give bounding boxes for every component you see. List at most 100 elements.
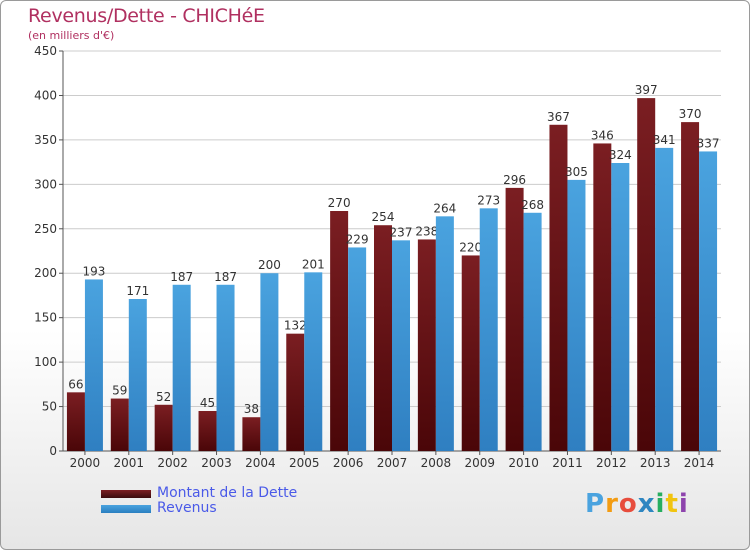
legend-label-dette: Montant de la Dette <box>157 485 298 501</box>
logo-letter: o <box>618 489 638 519</box>
data-label-dette: 270 <box>328 196 351 210</box>
x-tick-label: 2007 <box>377 456 408 470</box>
x-tick-label: 2010 <box>508 456 539 470</box>
data-label-revenus: 229 <box>346 232 369 246</box>
y-tick-label: 150 <box>34 311 57 325</box>
chart-title: Revenus/Dette - CHICHéE <box>28 5 265 27</box>
bar-dette <box>110 398 129 451</box>
data-label-revenus: 193 <box>82 264 105 278</box>
x-tick-label: 2014 <box>684 456 715 470</box>
bar-dette <box>637 98 656 451</box>
data-label-revenus: 268 <box>521 198 544 212</box>
x-tick-label: 2012 <box>596 456 627 470</box>
x-tick-label: 2003 <box>201 456 232 470</box>
bar-revenus <box>699 151 718 451</box>
logo-letter: r <box>605 489 619 519</box>
bar-revenus <box>479 208 498 451</box>
bar-revenus <box>611 163 630 451</box>
bar-revenus <box>655 147 674 451</box>
x-tick-label: 2001 <box>114 456 145 470</box>
data-label-revenus: 237 <box>390 225 413 239</box>
chart-subtitle: (en milliers d'€) <box>28 29 115 42</box>
y-tick-label: 450 <box>34 44 57 58</box>
x-tick-label: 2000 <box>70 456 101 470</box>
data-label-dette: 132 <box>284 319 307 333</box>
bar-dette <box>505 187 524 451</box>
y-tick-label: 350 <box>34 133 57 147</box>
x-tick-label: 2006 <box>333 456 364 470</box>
y-tick-label: 50 <box>42 400 57 414</box>
x-tick-label: 2005 <box>289 456 320 470</box>
data-label-dette: 397 <box>635 83 658 97</box>
data-label-dette: 45 <box>200 396 215 410</box>
bar-dette <box>66 392 85 451</box>
bar-dette <box>593 143 612 451</box>
legend-label-revenus: Revenus <box>157 500 217 516</box>
data-label-dette: 296 <box>503 173 526 187</box>
x-tick-label: 2004 <box>245 456 276 470</box>
logo-letter: P <box>585 489 606 519</box>
logo-letter: t <box>665 489 679 519</box>
x-tick-label: 2013 <box>640 456 671 470</box>
data-label-revenus: 171 <box>126 284 149 298</box>
logo-letter: i <box>655 489 666 519</box>
proxiti-logo: Proxiti <box>585 489 689 519</box>
bar-dette <box>374 225 392 451</box>
data-label-dette: 367 <box>547 110 570 124</box>
bar-dette <box>154 404 173 451</box>
y-tick-label: 250 <box>34 222 57 236</box>
bar-revenus <box>216 284 235 451</box>
logo-letter: x <box>637 489 656 519</box>
data-label-dette: 59 <box>112 384 127 398</box>
data-label-dette: 346 <box>591 128 614 142</box>
data-label-revenus: 264 <box>433 201 456 215</box>
bar-revenus <box>435 216 454 451</box>
bar-revenus <box>392 240 410 451</box>
bar-revenus <box>128 299 147 451</box>
y-tick-label: 400 <box>34 88 57 102</box>
bar-dette <box>242 417 261 451</box>
bar-dette <box>461 255 480 451</box>
bar-dette <box>417 239 436 451</box>
bar-revenus <box>523 212 542 451</box>
bar-dette <box>549 124 568 452</box>
data-label-dette: 254 <box>372 210 395 224</box>
data-label-revenus: 200 <box>258 258 281 272</box>
data-label-dette: 66 <box>68 377 83 391</box>
data-label-dette: 238 <box>415 224 438 238</box>
data-label-dette: 370 <box>679 107 702 121</box>
data-label-revenus: 273 <box>477 193 500 207</box>
bar-revenus <box>84 279 103 451</box>
data-label-revenus: 341 <box>653 133 676 147</box>
y-tick-label: 300 <box>34 177 57 191</box>
bar-revenus <box>348 247 367 451</box>
legend-swatch-revenus <box>101 505 151 513</box>
bar-dette <box>681 122 700 451</box>
data-label-revenus: 337 <box>697 136 720 150</box>
data-label-dette: 220 <box>459 240 482 254</box>
data-label-revenus: 305 <box>565 165 588 179</box>
x-tick-label: 2009 <box>464 456 495 470</box>
logo-letter: i <box>678 489 689 519</box>
x-tick-label: 2008 <box>421 456 452 470</box>
y-tick-label: 100 <box>34 355 57 369</box>
bar-dette <box>330 211 349 451</box>
x-tick-label: 2011 <box>552 456 583 470</box>
bar-revenus <box>304 272 323 451</box>
bar-dette <box>286 333 305 451</box>
y-tick-label: 200 <box>34 266 57 280</box>
legend-swatch-dette <box>101 490 151 498</box>
bar-dette <box>198 411 217 451</box>
y-tick-label: 0 <box>49 444 57 458</box>
data-label-revenus: 187 <box>170 270 193 284</box>
x-tick-label: 2002 <box>157 456 188 470</box>
data-label-revenus: 201 <box>302 257 325 271</box>
bar-revenus <box>260 273 279 451</box>
data-label-revenus: 187 <box>214 270 237 284</box>
bar-revenus <box>567 179 586 451</box>
data-label-dette: 38 <box>244 402 259 416</box>
bar-revenus <box>172 284 191 451</box>
data-label-revenus: 324 <box>609 148 632 162</box>
